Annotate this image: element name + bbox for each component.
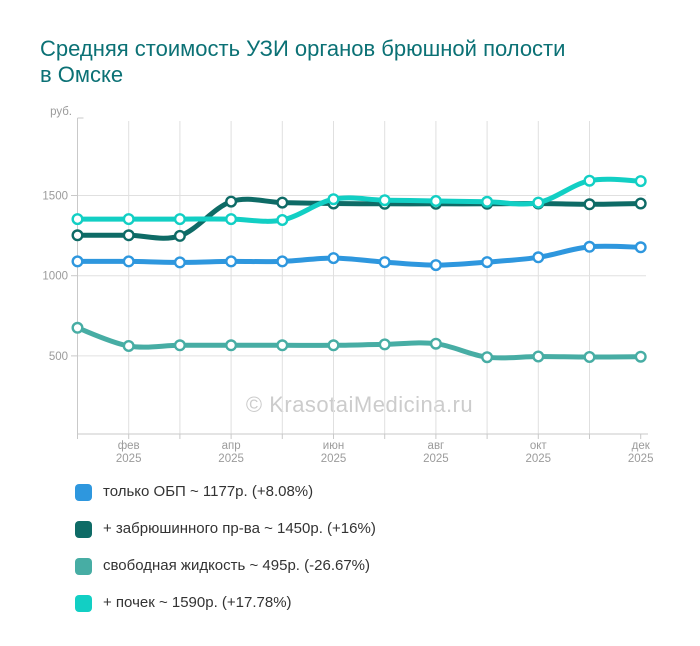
legend-label: свободная жидкость ~ 495р. (-26.67%) bbox=[103, 557, 370, 574]
data-point[interactable] bbox=[481, 351, 494, 364]
x-tick-label-year: 2025 bbox=[116, 453, 142, 465]
series-line-0 bbox=[75, 243, 644, 268]
data-point[interactable] bbox=[122, 229, 135, 242]
x-tick-label-year: 2025 bbox=[628, 453, 654, 465]
legend-item-zabryushinnogo[interactable]: + забрюшинного пр-ва ~ 1450р. (+16%) bbox=[75, 520, 376, 538]
data-point[interactable] bbox=[429, 259, 442, 272]
data-point[interactable] bbox=[225, 195, 238, 208]
legend-item-pochek[interactable]: + почек ~ 1590р. (+17.78%) bbox=[75, 594, 376, 612]
data-point[interactable] bbox=[378, 194, 391, 207]
gridlines: 500 1000 1500 bbox=[42, 121, 646, 434]
x-tick-label-month: июн bbox=[323, 440, 344, 452]
data-point[interactable] bbox=[634, 197, 647, 210]
legend-swatch-cyan bbox=[75, 594, 92, 612]
x-tick-label-year: 2025 bbox=[423, 453, 449, 465]
data-point[interactable] bbox=[276, 213, 289, 226]
series-line-3 bbox=[75, 176, 644, 224]
data-point[interactable] bbox=[634, 241, 647, 254]
data-point[interactable] bbox=[71, 213, 84, 226]
legend-swatch-sea-teal bbox=[75, 557, 92, 575]
legend-swatch-blue bbox=[75, 483, 92, 501]
legend-label: + забрюшинного пр-ва ~ 1450р. (+16%) bbox=[103, 520, 376, 537]
y-tick-label: 1000 bbox=[42, 271, 68, 283]
y-tick-label: 500 bbox=[49, 351, 68, 363]
legend-item-obp[interactable]: только ОБП ~ 1177р. (+8.08%) bbox=[75, 483, 376, 501]
x-tick-label-month: дек bbox=[632, 440, 651, 452]
data-point[interactable] bbox=[122, 255, 135, 268]
axes: руб.фев2025апр2025июн2025авг2025окт2025д… bbox=[50, 106, 653, 465]
data-point[interactable] bbox=[225, 213, 238, 226]
y-axis-unit-label: руб. bbox=[50, 106, 72, 118]
series-3 bbox=[71, 174, 647, 226]
y-tick-label: 1500 bbox=[42, 191, 68, 203]
data-point[interactable] bbox=[481, 195, 494, 208]
data-point[interactable] bbox=[327, 252, 340, 265]
data-point[interactable] bbox=[122, 340, 135, 353]
page-title: Средняя стоимость УЗИ органов брюшной по… bbox=[40, 36, 566, 87]
data-point[interactable] bbox=[71, 255, 84, 268]
data-point[interactable] bbox=[583, 240, 596, 253]
data-point[interactable] bbox=[225, 339, 238, 352]
data-point[interactable] bbox=[481, 256, 494, 269]
series-2 bbox=[71, 321, 647, 364]
series-line-2 bbox=[75, 325, 644, 361]
data-point[interactable] bbox=[532, 350, 545, 363]
data-point[interactable] bbox=[634, 350, 647, 363]
data-point[interactable] bbox=[634, 175, 647, 188]
x-tick-label-month: апр bbox=[222, 440, 241, 452]
x-tick-label-month: окт bbox=[530, 440, 548, 452]
data-point[interactable] bbox=[276, 255, 289, 268]
data-point[interactable] bbox=[225, 255, 238, 268]
data-point[interactable] bbox=[276, 339, 289, 352]
data-point[interactable] bbox=[532, 251, 545, 264]
legend-item-zhidkost[interactable]: свободная жидкость ~ 495р. (-26.67%) bbox=[75, 557, 376, 575]
data-point[interactable] bbox=[429, 194, 442, 207]
data-point[interactable] bbox=[173, 229, 186, 242]
data-point[interactable] bbox=[532, 196, 545, 209]
chart-legend: только ОБП ~ 1177р. (+8.08%) + забрюшинн… bbox=[75, 483, 376, 612]
data-point[interactable] bbox=[71, 229, 84, 242]
legend-label: + почек ~ 1590р. (+17.78%) bbox=[103, 594, 292, 611]
data-point[interactable] bbox=[173, 213, 186, 226]
x-tick-label-year: 2025 bbox=[321, 453, 347, 465]
data-point[interactable] bbox=[378, 338, 391, 351]
legend-label: только ОБП ~ 1177р. (+8.08%) bbox=[103, 483, 314, 500]
x-tick-label-month: фев bbox=[118, 440, 140, 452]
data-point[interactable] bbox=[378, 256, 391, 269]
data-point[interactable] bbox=[429, 337, 442, 350]
legend-swatch-dark-teal bbox=[75, 520, 92, 538]
data-point[interactable] bbox=[327, 193, 340, 206]
x-tick-label-month: авг bbox=[428, 440, 445, 452]
data-point[interactable] bbox=[173, 339, 186, 352]
data-point[interactable] bbox=[583, 198, 596, 211]
data-point[interactable] bbox=[71, 321, 84, 334]
series-0 bbox=[71, 240, 647, 272]
data-point[interactable] bbox=[327, 339, 340, 352]
data-point[interactable] bbox=[583, 351, 596, 364]
data-point[interactable] bbox=[122, 213, 135, 226]
x-tick-label-year: 2025 bbox=[526, 453, 552, 465]
data-point[interactable] bbox=[173, 256, 186, 269]
x-tick-label-year: 2025 bbox=[218, 453, 244, 465]
data-point[interactable] bbox=[583, 174, 596, 187]
data-point[interactable] bbox=[276, 196, 289, 209]
watermark: © KrasotaiMedicina.ru bbox=[245, 392, 474, 417]
